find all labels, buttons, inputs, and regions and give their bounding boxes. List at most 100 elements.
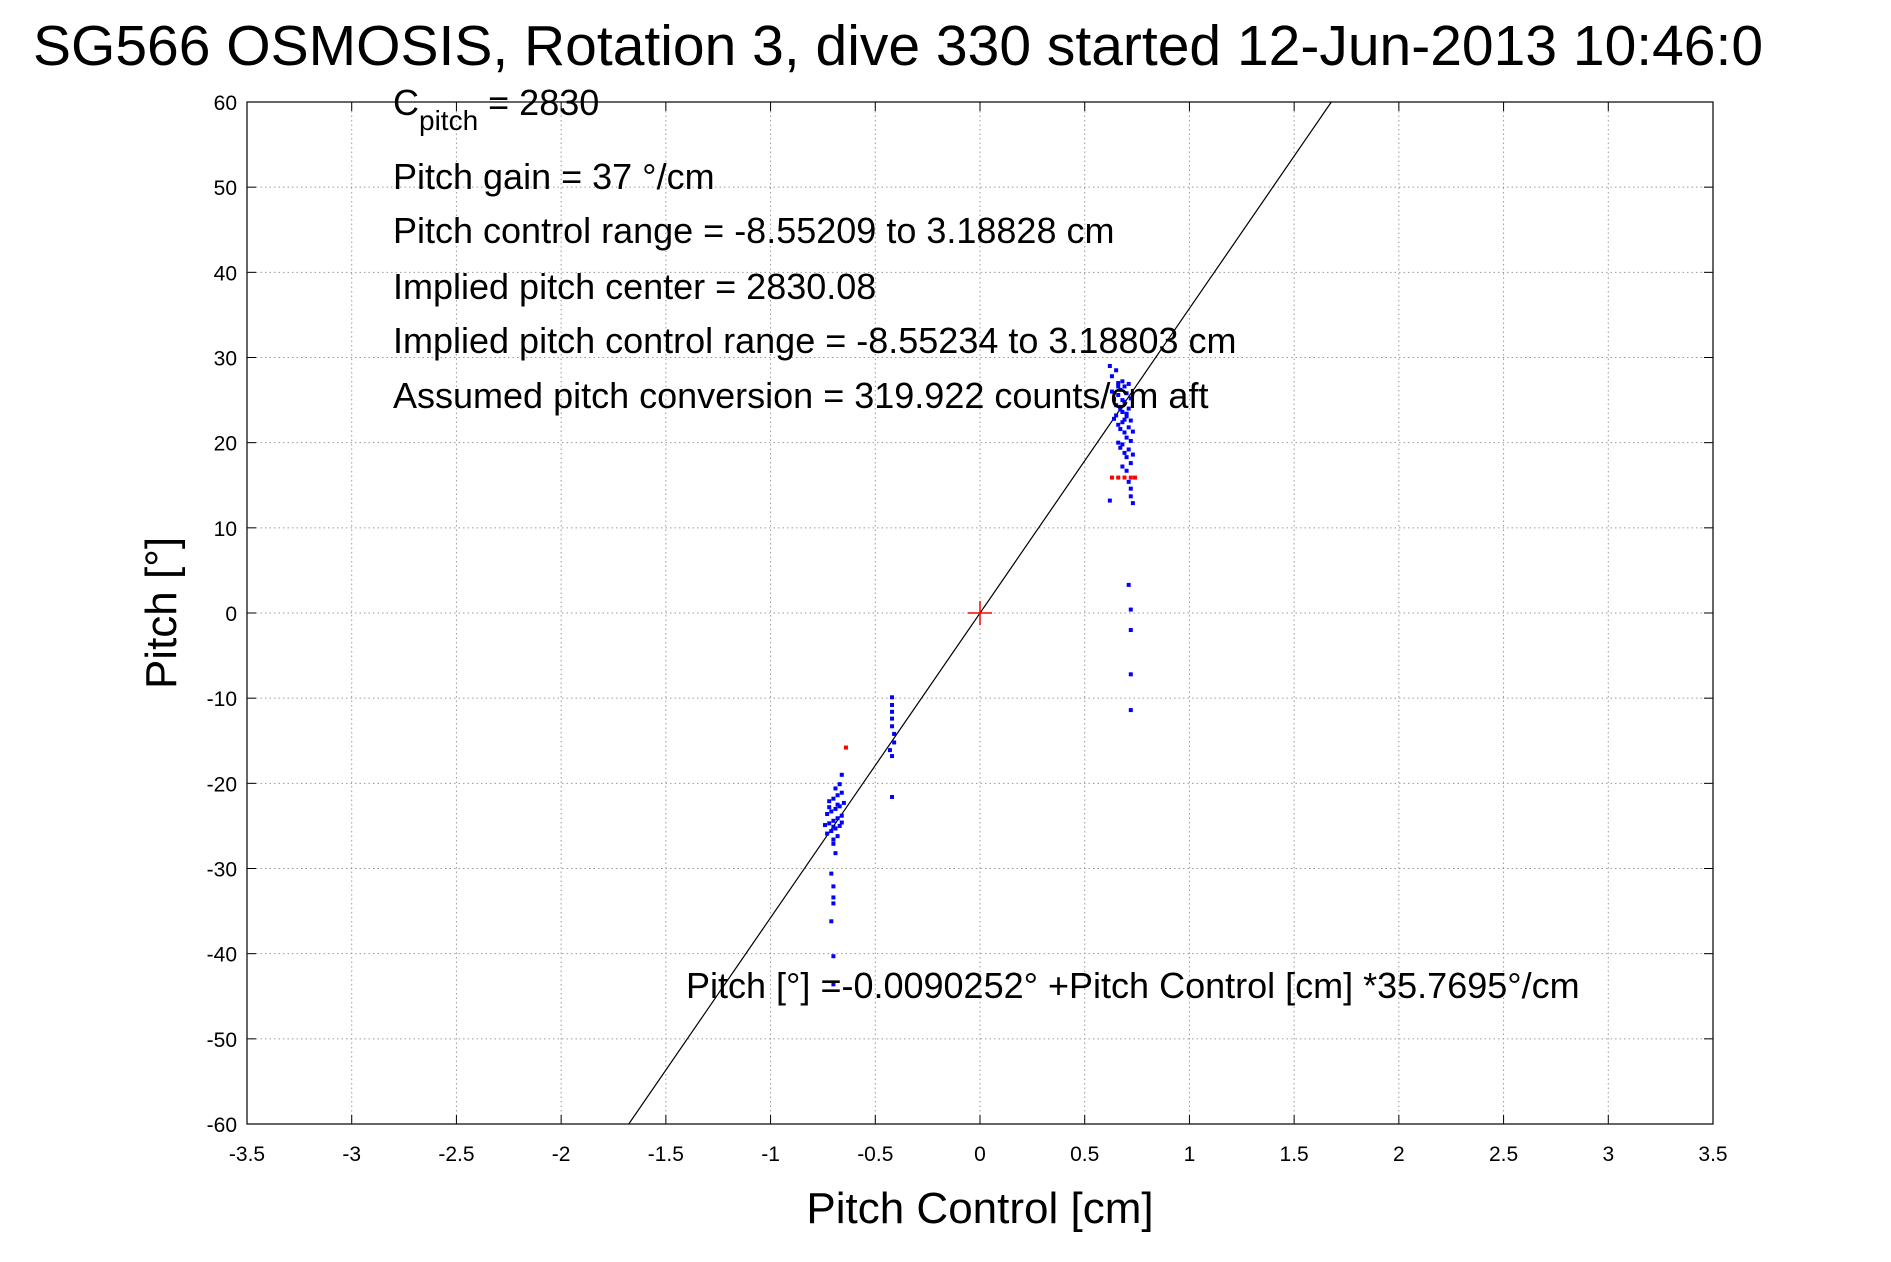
data-point <box>831 901 836 906</box>
y-tick-label: 40 <box>214 262 237 285</box>
data-point <box>835 802 840 807</box>
data-point <box>1128 438 1133 443</box>
cpitch-value: = 2830 <box>478 82 599 123</box>
data-point <box>831 954 836 959</box>
data-point <box>1128 418 1133 423</box>
cpitch-annotation: Cpitch = 2830 <box>393 82 599 136</box>
y-tick-label: 20 <box>214 433 237 456</box>
data-point <box>839 813 844 818</box>
data-point <box>1122 399 1127 404</box>
y-tick-label: -60 <box>207 1114 237 1137</box>
data-point <box>825 831 830 836</box>
data-point <box>1118 387 1123 392</box>
data-point <box>1124 435 1129 440</box>
implied-center-annotation: Implied pitch center = 2830.08 <box>393 266 876 307</box>
x-tick-label: 3 <box>1602 1143 1614 1166</box>
x-tick-label: 0 <box>974 1143 986 1166</box>
fit-equation-annotation: Pitch [°] =-0.0090252° +Pitch Control [c… <box>686 965 1580 1006</box>
data-point <box>1118 407 1123 412</box>
data-point <box>1120 420 1125 425</box>
data-point <box>1122 417 1127 422</box>
data-point <box>1109 374 1114 379</box>
x-tick-label: 1 <box>1184 1143 1196 1166</box>
data-point <box>1114 413 1119 418</box>
data-point <box>827 805 832 810</box>
x-tick-label: -2.5 <box>438 1143 474 1166</box>
data-point <box>839 820 844 825</box>
data-point <box>1109 389 1114 394</box>
data-point <box>833 851 838 856</box>
data-point-red <box>1109 475 1114 480</box>
data-point <box>835 816 840 821</box>
y-tick-label: -20 <box>207 773 237 796</box>
data-point <box>1126 381 1131 386</box>
data-point <box>841 800 846 805</box>
data-point <box>1114 403 1119 408</box>
cpitch-subscript: pitch <box>419 105 478 136</box>
data-point <box>831 884 836 889</box>
x-tick-label: 0.5 <box>1070 1143 1099 1166</box>
data-point <box>890 695 895 700</box>
data-point <box>1122 450 1127 455</box>
data-point <box>887 748 892 753</box>
data-point <box>1128 486 1133 491</box>
data-point <box>890 702 895 707</box>
data-point <box>827 799 832 804</box>
x-tick-label: 1.5 <box>1280 1143 1309 1166</box>
data-point-red <box>1128 475 1133 480</box>
chart-title: SG566 OSMOSIS, Rotation 3, dive 330 star… <box>33 14 1763 78</box>
data-point <box>1118 445 1123 450</box>
grid-lines <box>247 102 1713 1124</box>
y-tick-label: 0 <box>225 603 237 626</box>
data-point <box>1116 392 1121 397</box>
data-point <box>1118 404 1123 409</box>
pitch-range-annotation: Pitch control range = -8.55209 to 3.1882… <box>393 210 1114 251</box>
x-tick-label: -1.5 <box>648 1143 684 1166</box>
data-point <box>831 796 836 801</box>
data-point <box>825 811 830 816</box>
implied-range-annotation: Implied pitch control range = -8.55234 t… <box>393 320 1237 361</box>
y-tick-label: -50 <box>207 1029 237 1052</box>
data-point <box>829 919 834 924</box>
x-tick-label: 2 <box>1393 1143 1405 1166</box>
x-tick-label: -3 <box>342 1143 361 1166</box>
data-point <box>1107 364 1112 369</box>
x-tick-label: -1 <box>761 1143 780 1166</box>
x-tick-label: -0.5 <box>857 1143 893 1166</box>
data-point <box>1130 501 1135 506</box>
data-point <box>1124 414 1129 419</box>
y-tick-label: 50 <box>214 177 237 200</box>
data-point <box>1118 427 1123 432</box>
data-point <box>839 772 844 777</box>
data-point <box>837 782 842 787</box>
x-tick-label: -3.5 <box>229 1143 265 1166</box>
data-point <box>833 806 838 811</box>
data-point-red <box>843 745 848 750</box>
x-tick-label: 2.5 <box>1489 1143 1518 1166</box>
data-point <box>890 724 895 729</box>
y-tick-label: 10 <box>214 518 237 541</box>
y-tick-label: -40 <box>207 944 237 967</box>
conversion-annotation: Assumed pitch conversion = 319.922 count… <box>393 375 1208 416</box>
data-point <box>1122 430 1127 435</box>
data-point <box>1116 422 1121 427</box>
data-point <box>837 804 842 809</box>
data-point <box>1116 384 1121 389</box>
x-tick-label: 3.5 <box>1698 1143 1727 1166</box>
cpitch-main: C <box>393 82 419 123</box>
data-point <box>839 790 844 795</box>
y-axis-label: Pitch [°] <box>137 537 186 689</box>
data-point <box>835 834 840 839</box>
data-point <box>1126 447 1131 452</box>
data-point <box>1128 628 1133 633</box>
data-point <box>1120 410 1125 415</box>
data-point <box>1128 461 1133 466</box>
x-axis-label: Pitch Control [cm] <box>806 1184 1153 1233</box>
data-point <box>890 716 895 721</box>
data-point <box>1120 398 1125 403</box>
data-point <box>831 841 836 846</box>
y-tick-label: -30 <box>207 859 237 882</box>
data-point <box>892 740 897 745</box>
data-point <box>829 871 834 876</box>
